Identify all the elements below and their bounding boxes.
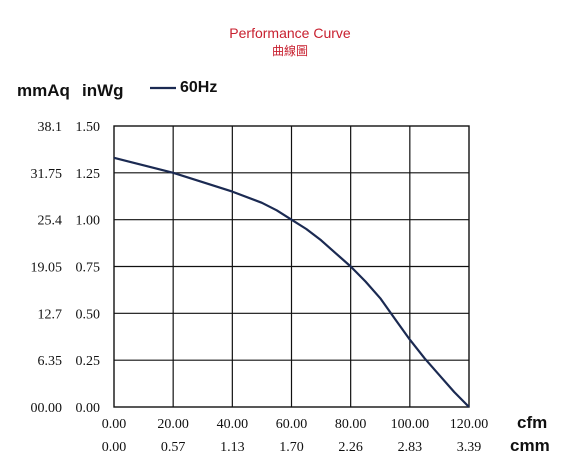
plot-frame [113, 125, 470, 408]
x-tick-label-cfm: 40.00 [217, 417, 249, 432]
x-tick-label-cfm: 100.00 [391, 417, 430, 432]
chart-title: Performance Curve [229, 25, 351, 41]
x-unit-cmm: cmm [510, 436, 550, 455]
x-tick-label-cmm: 3.39 [457, 440, 482, 455]
y-tick-label-mmaq: 19.05 [31, 261, 63, 276]
x-tick-label-cmm: 2.83 [398, 440, 423, 455]
legend-label-60hz: 60Hz [180, 79, 217, 96]
series-line-60hz [113, 156, 470, 408]
x-tick-label-cfm: 120.00 [450, 417, 489, 432]
x-tick-label-cfm: 80.00 [335, 417, 367, 432]
x-tick-label-cmm: 0.57 [161, 440, 186, 455]
y-tick-label-inwg: 0.00 [76, 401, 101, 416]
y-tick-label-mmaq: 31.75 [31, 167, 63, 182]
series-layer [113, 156, 470, 408]
y-tick-label-inwg: 0.25 [76, 354, 101, 369]
x-tick-label-cmm: 1.13 [220, 440, 245, 455]
y-tick-label-mmaq: 38.1 [38, 120, 63, 135]
x-unit-cfm: cfm [517, 413, 547, 432]
tick-labels: 0.00 20.00 40.00 60.00 80.00 100.00 120.00 0.00… [31, 120, 489, 455]
y-tick-label-inwg: 1.25 [76, 167, 101, 182]
y-tick-label-mmaq: 00.00 [31, 401, 63, 416]
x-tick-label-cfm: 0.00 [102, 417, 127, 432]
grid [114, 126, 469, 407]
y-tick-label-mmaq: 12.7 [38, 307, 63, 322]
x-tick-label-cmm: 2.26 [338, 440, 363, 455]
y-tick-label-inwg: 1.00 [76, 214, 101, 229]
y-unit-inwg: inWg [82, 81, 124, 100]
chart-subtitle: 曲線圖 [272, 43, 308, 58]
y-tick-label-mmaq: 6.35 [38, 354, 63, 369]
x-tick-label-cfm: 20.00 [157, 417, 189, 432]
y-tick-label-inwg: 1.50 [76, 120, 101, 135]
y-tick-label-mmaq: 25.4 [38, 214, 63, 229]
x-tick-label-cfm: 60.00 [276, 417, 308, 432]
y-tick-label-inwg: 0.75 [76, 261, 101, 276]
y-tick-label-inwg: 0.50 [76, 307, 101, 322]
y-unit-mmaq: mmAq [17, 81, 70, 100]
x-tick-label-cmm: 0.00 [102, 440, 127, 455]
x-tick-label-cmm: 1.70 [279, 440, 304, 455]
